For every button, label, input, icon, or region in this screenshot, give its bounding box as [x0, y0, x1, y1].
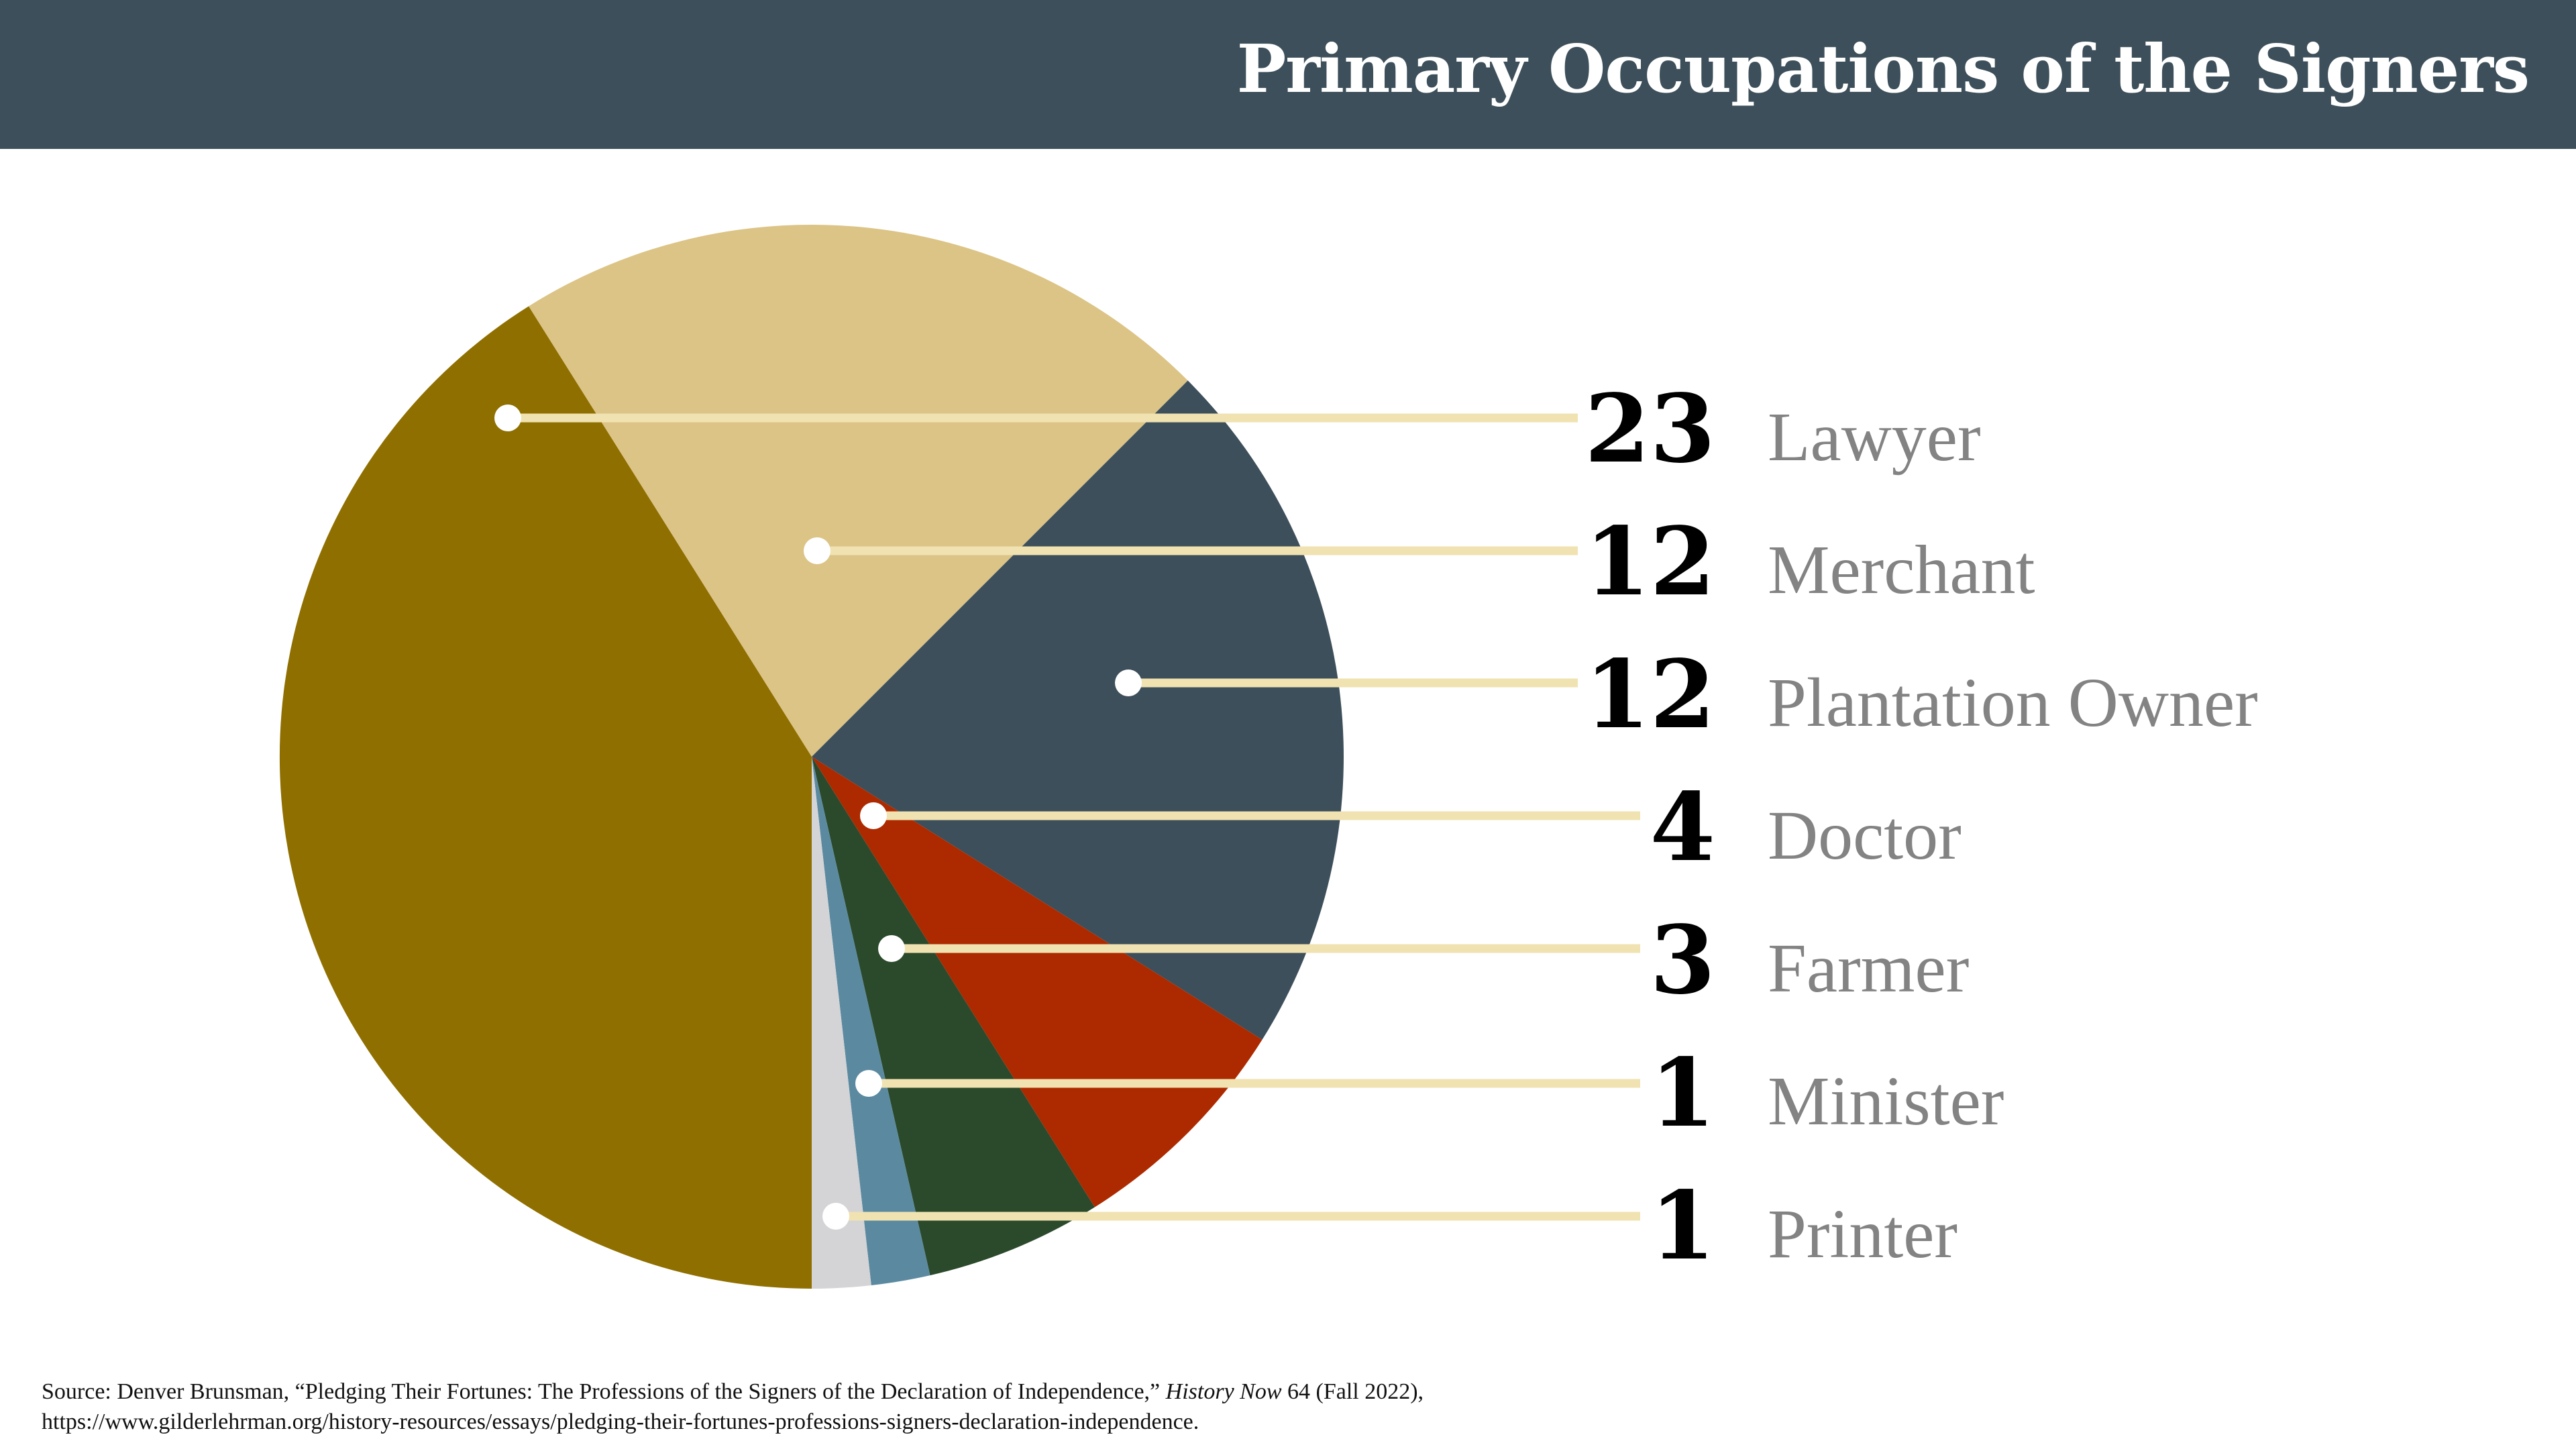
data-label-name-farmer: Farmer [1768, 930, 1970, 1007]
pie-slice-plantation-owner [812, 380, 1344, 1040]
leader-dot-printer [822, 1203, 849, 1230]
leader-dot-merchant [804, 537, 830, 564]
data-label-value-printer: 1 [1650, 1171, 1715, 1281]
data-label-name-doctor: Doctor [1768, 797, 1962, 874]
data-label-value-farmer: 3 [1650, 906, 1715, 1016]
source-prefix: Source: Denver Brunsman, “Pledging Their… [42, 1379, 1166, 1404]
data-label-name-printer: Printer [1768, 1195, 1958, 1273]
source-journal: History Now [1165, 1379, 1282, 1404]
source-url: https://www.gilderlehrman.org/history-re… [42, 1409, 1199, 1434]
leader-dot-plantation-owner [1115, 669, 1142, 696]
data-label-name-plantation-owner: Plantation Owner [1768, 664, 2258, 741]
leader-dot-farmer [878, 935, 905, 962]
page-title: Primary Occupations of the Signers [1236, 31, 2530, 108]
data-label-value-minister: 1 [1650, 1038, 1715, 1148]
pie-slice-merchant [529, 224, 1188, 757]
leader-dot-doctor [860, 802, 887, 829]
leader-dot-lawyer [494, 405, 521, 431]
pie-slice-printer [812, 757, 871, 1289]
pie-slice-doctor [812, 757, 1263, 1208]
data-label-value-lawyer: 23 [1585, 374, 1715, 484]
title-banner: Primary Occupations of the Signers [0, 0, 2576, 149]
data-label-name-minister: Minister [1768, 1063, 2004, 1140]
data-label-name-lawyer: Lawyer [1768, 398, 1981, 476]
data-label-value-doctor: 4 [1650, 773, 1715, 883]
source-suffix: 64 (Fall 2022), [1281, 1379, 1424, 1404]
leader-dot-minister [855, 1070, 882, 1097]
pie-slice-farmer [812, 757, 1095, 1276]
data-label-name-merchant: Merchant [1768, 531, 2035, 608]
source-citation: Source: Denver Brunsman, “Pledging Their… [42, 1377, 2188, 1437]
data-label-value-merchant: 12 [1585, 507, 1715, 617]
pie-slice-minister [812, 757, 930, 1285]
pie-slice-lawyer [279, 306, 812, 1289]
data-label-value-plantation-owner: 12 [1585, 640, 1715, 750]
